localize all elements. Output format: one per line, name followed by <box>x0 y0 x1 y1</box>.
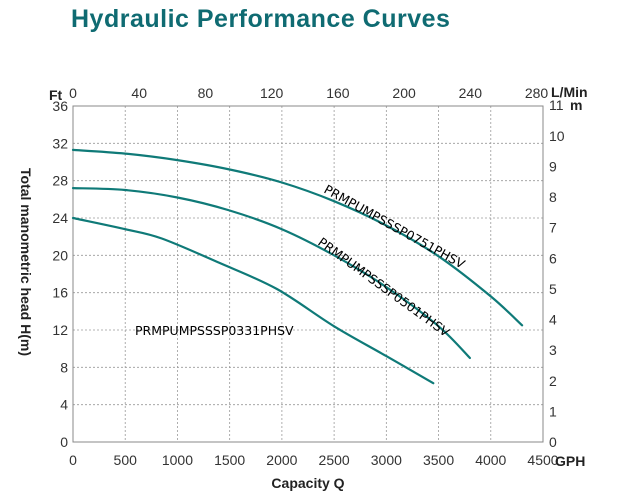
y-tick-label: 16 <box>52 285 68 301</box>
x-axis-label: Capacity Q <box>271 475 344 491</box>
x-tick-label: 4000 <box>475 452 506 468</box>
chart-title: Hydraulic Performance Curves <box>71 5 451 33</box>
curve-label-0331: PRMPUMPSSSP0331PHSV <box>135 323 294 338</box>
y-tick-label: 32 <box>52 135 68 151</box>
y-tick-label: 24 <box>52 210 68 226</box>
top-tick-label: 160 <box>326 85 350 101</box>
x-tick-label: 4500 <box>527 452 558 468</box>
right-unit-label: m <box>570 97 582 113</box>
top-tick-label: 120 <box>260 85 284 101</box>
top-tick-label: 0 <box>69 85 77 101</box>
curve-prmpumpsssp0501phsv <box>71 187 471 360</box>
x-tick-label: 2500 <box>319 452 350 468</box>
left-unit-label: Ft <box>49 87 63 103</box>
right-tick-label: 8 <box>549 189 557 205</box>
right-tick-label: 1 <box>549 403 557 419</box>
right-tick-label: 0 <box>549 434 557 450</box>
right-tick-label: 3 <box>549 342 557 358</box>
y-tick-label: 36 <box>52 98 68 114</box>
right-tick-label: 5 <box>549 281 557 297</box>
x-tick-label: 2000 <box>266 452 297 468</box>
x-tick-label: 3500 <box>423 452 454 468</box>
y-tick-label: 28 <box>52 173 68 189</box>
curve-prmpumpsssp0751phsv <box>71 148 524 327</box>
right-tick-label: 9 <box>549 158 557 174</box>
right-tick-label: 11 <box>549 97 564 113</box>
x-unit-label: GPH <box>555 453 585 469</box>
tick-labels: 0 500 1000 1500 2000 2500 3000 3500 4000 45000481… <box>52 85 564 468</box>
plot-frame <box>72 105 544 443</box>
curve-prmpumpsssp0331phsv <box>71 216 435 385</box>
x-tick-label: 1500 <box>214 452 245 468</box>
top-tick-label: 240 <box>459 85 483 101</box>
right-tick-label: 7 <box>549 220 557 236</box>
top-tick-label: 280 <box>525 85 549 101</box>
top-unit-label: L/Min <box>551 84 588 100</box>
y-tick-label: 4 <box>60 397 68 413</box>
y-tick-label: 12 <box>52 322 68 338</box>
grid <box>73 106 543 442</box>
x-tick-label: 1000 <box>162 452 193 468</box>
right-tick-label: 10 <box>549 128 565 144</box>
y-axis-label: Total manometric head H(m) <box>18 168 34 356</box>
right-tick-label: 2 <box>549 373 557 389</box>
right-tick-label: 4 <box>549 312 557 328</box>
top-tick-label: 40 <box>131 85 147 101</box>
x-tick-label: 0 <box>69 452 77 468</box>
y-tick-label: 8 <box>60 359 68 375</box>
top-tick-label: 80 <box>198 85 214 101</box>
x-tick-label: 3000 <box>371 452 402 468</box>
y-tick-label: 20 <box>52 247 68 263</box>
curves <box>71 148 524 385</box>
y-tick-label: 0 <box>60 434 68 450</box>
x-tick-label: 500 <box>114 452 138 468</box>
right-tick-label: 6 <box>549 250 557 266</box>
top-tick-label: 200 <box>392 85 416 101</box>
